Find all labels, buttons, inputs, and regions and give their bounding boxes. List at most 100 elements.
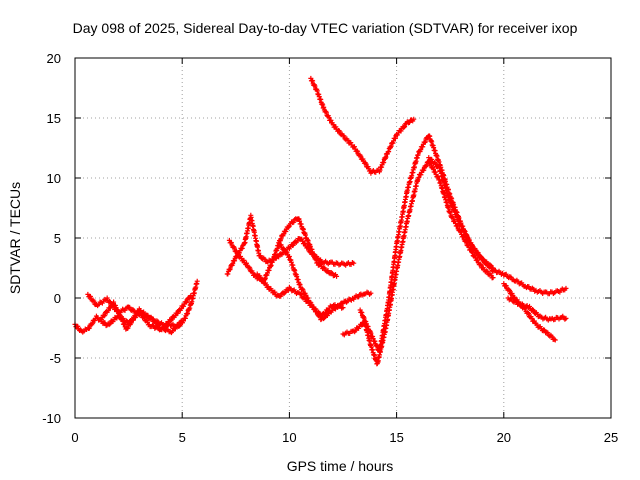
series-track-k (426, 155, 569, 297)
data-point (117, 313, 123, 319)
data-point (101, 313, 107, 319)
data-point (368, 290, 374, 296)
series-track-m (505, 295, 569, 323)
data-point (247, 265, 253, 271)
data-point (257, 253, 263, 259)
data-point (239, 245, 245, 251)
data-point (345, 137, 351, 143)
data-point (272, 289, 278, 295)
data-point (278, 293, 284, 299)
data-point (120, 318, 126, 324)
data-point (299, 286, 305, 292)
x-tick-label: 15 (389, 430, 403, 445)
data-point (463, 231, 469, 237)
data-point (392, 135, 398, 141)
x-tick-label: 10 (282, 430, 296, 445)
data-point (260, 277, 266, 283)
data-point (322, 265, 328, 271)
x-tick-label: 5 (179, 430, 186, 445)
data-point (234, 250, 240, 256)
data-point (286, 224, 292, 230)
data-point (165, 321, 171, 327)
data-point (169, 328, 175, 334)
data-point (386, 148, 392, 154)
data-point (168, 318, 174, 324)
data-point (115, 307, 121, 313)
data-points (72, 75, 569, 367)
data-point (488, 265, 494, 271)
chart-title: Day 098 of 2025, Sidereal Day-to-day VTE… (73, 20, 578, 36)
data-point (421, 167, 427, 173)
data-point (355, 148, 361, 154)
data-point (227, 267, 233, 273)
series-track-e (226, 216, 340, 284)
data-point (99, 317, 105, 323)
data-point (323, 108, 329, 114)
data-point (461, 227, 467, 233)
data-point (87, 294, 93, 300)
data-point (545, 330, 551, 336)
data-point (297, 282, 303, 288)
y-axis-title: SDTVAR / TECUs (7, 182, 23, 294)
data-point (188, 293, 194, 299)
data-point (526, 311, 532, 317)
data-point (477, 261, 483, 267)
data-point (176, 322, 182, 328)
data-point (552, 337, 558, 343)
data-point (227, 266, 233, 272)
data-point (432, 169, 438, 175)
data-point (512, 294, 518, 300)
data-point (341, 133, 347, 139)
data-point (168, 317, 174, 323)
data-point (418, 172, 424, 178)
data-point (175, 310, 181, 316)
data-point (411, 116, 417, 122)
data-point (311, 304, 317, 310)
data-point (105, 308, 111, 314)
data-point (181, 303, 187, 309)
data-point (127, 304, 133, 310)
data-point (281, 231, 287, 237)
data-point (484, 260, 490, 266)
data-point (244, 260, 250, 266)
data-point (358, 153, 364, 159)
data-point (282, 289, 288, 295)
data-point (473, 247, 479, 253)
data-point (257, 273, 263, 279)
data-point (283, 228, 289, 234)
data-point (125, 325, 131, 331)
y-tick-label: 10 (47, 171, 61, 186)
data-point (530, 307, 536, 313)
data-point (75, 323, 81, 329)
data-point (475, 250, 481, 256)
axes: 0 5 10 15 20 25 -10 -5 0 5 10 15 20 (42, 51, 618, 445)
data-point (104, 295, 110, 301)
data-point (307, 299, 313, 305)
data-point (463, 232, 469, 238)
data-point (321, 315, 327, 321)
data-point (415, 152, 421, 158)
data-point (305, 295, 311, 301)
data-point (122, 321, 128, 327)
series-track-h (308, 75, 417, 176)
data-point (323, 109, 329, 115)
y-tick-label: 20 (47, 51, 61, 66)
data-point (107, 305, 113, 311)
data-point (398, 128, 404, 134)
data-point (336, 128, 342, 134)
data-point (241, 257, 247, 263)
data-point (326, 115, 332, 121)
data-point (86, 325, 92, 331)
data-point (529, 316, 535, 322)
x-tick-label: 20 (497, 430, 511, 445)
y-tick-label: 15 (47, 111, 61, 126)
data-point (337, 303, 343, 309)
data-point (286, 246, 292, 252)
data-point (452, 218, 458, 224)
data-point (225, 271, 231, 277)
data-point (333, 124, 339, 130)
series-track-i (340, 159, 496, 367)
data-point (294, 238, 300, 244)
series-track-c (98, 293, 194, 332)
